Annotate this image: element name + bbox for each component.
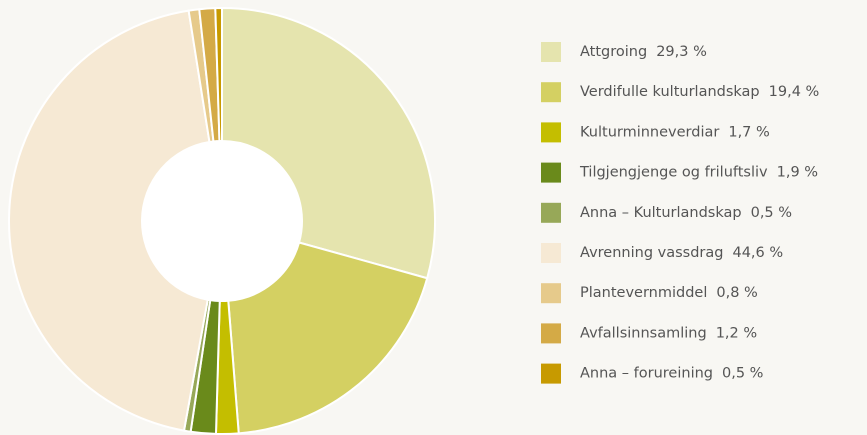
legend-value: 19,4 %	[769, 84, 820, 100]
legend-value: 0,5 %	[722, 366, 763, 382]
legend-value: 29,3 %	[656, 44, 707, 60]
legend-entry: Avrenning vassdrag 44,6 %	[580, 245, 783, 261]
legend-swatch	[541, 363, 561, 384]
legend-label: Verdifulle kulturlandskap	[580, 84, 760, 100]
legend-entry: Kulturminneverdiar 1,7 %	[580, 124, 770, 140]
legend-swatch	[541, 283, 561, 304]
legend-label: Avfallsinnsamling	[580, 325, 707, 341]
legend-label: Avrenning vassdrag	[580, 245, 723, 261]
legend-label: Plantevernmiddel	[580, 285, 707, 301]
legend-swatch	[541, 243, 561, 263]
legend-value: 1,7 %	[728, 124, 769, 140]
donut-hole	[142, 141, 302, 301]
legend-entry: Avfallsinnsamling 1,2 %	[580, 325, 757, 341]
legend-entry: Plantevernmiddel 0,8 %	[580, 285, 758, 301]
legend-entry: Anna – forureining 0,5 %	[580, 366, 763, 382]
legend-value: 1,9 %	[777, 165, 818, 181]
legend-value: 44,6 %	[732, 245, 783, 261]
legend-label: Anna – Kulturlandskap	[580, 205, 742, 221]
legend-entry: Tilgjengjenge og friluftsliv 1,9 %	[579, 165, 818, 181]
legend-value: 0,8 %	[716, 285, 757, 301]
legend-swatch	[541, 162, 561, 183]
legend-label: Tilgjengjenge og friluftsliv	[579, 165, 768, 181]
legend-swatch	[541, 202, 561, 223]
legend-swatch	[541, 122, 561, 143]
legend-swatch	[541, 82, 561, 103]
legend-label: Attgroing	[580, 44, 647, 60]
legend-label: Anna – forureining	[580, 366, 713, 382]
legend-entry: Anna – Kulturlandskap 0,5 %	[580, 205, 792, 221]
legend-label: Kulturminneverdiar	[580, 124, 719, 140]
legend-entry: Verdifulle kulturlandskap 19,4 %	[580, 84, 819, 100]
legend-entry: Attgroing 29,3 %	[580, 44, 707, 60]
legend-value: 1,2 %	[716, 325, 757, 341]
legend-swatch	[541, 42, 561, 62]
legend-swatch	[541, 323, 561, 344]
legend-value: 0,5 %	[751, 205, 792, 221]
